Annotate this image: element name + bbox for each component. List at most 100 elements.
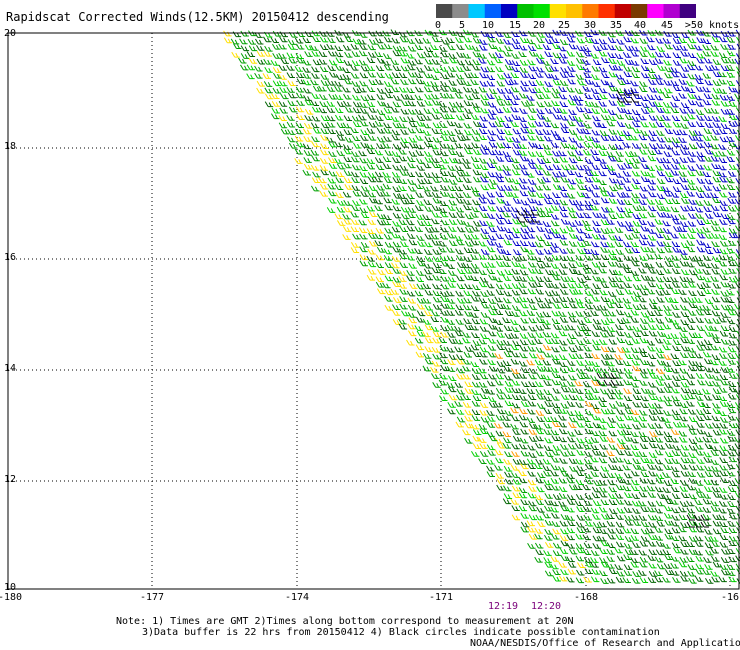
wind-barb <box>328 163 338 169</box>
wind-barb <box>294 135 304 142</box>
wind-barb <box>391 310 401 316</box>
wind-barb <box>711 576 720 583</box>
wind-barb <box>464 213 474 220</box>
wind-barb <box>335 36 345 43</box>
wind-barb <box>592 422 602 429</box>
wind-barb <box>543 422 552 429</box>
wind-barb <box>407 206 417 213</box>
wind-barb <box>440 365 450 372</box>
wind-barb <box>358 227 368 234</box>
wind-barb <box>616 121 626 127</box>
wind-barb <box>648 100 657 107</box>
wind-barb <box>463 267 473 274</box>
wind-barb <box>590 456 599 463</box>
wind-barb <box>455 192 464 198</box>
wind-barb <box>702 44 711 51</box>
wind-barb <box>398 234 407 241</box>
wind-barb <box>536 225 545 232</box>
wind-barb <box>414 72 423 78</box>
wind-barb <box>416 260 426 267</box>
wind-barb <box>591 81 601 87</box>
wind-barb <box>560 122 569 129</box>
wind-barb <box>518 254 528 261</box>
wind-barb <box>511 289 521 296</box>
wind-barb <box>590 170 599 176</box>
wind-barb <box>527 73 536 79</box>
wind-barb <box>488 158 498 164</box>
wind-barb <box>654 486 664 493</box>
wind-barb <box>598 506 608 513</box>
wind-barb <box>494 94 503 101</box>
wind-barb <box>535 311 545 318</box>
wind-barb <box>606 326 616 332</box>
wind-barb <box>639 556 649 563</box>
wind-barb <box>720 123 730 129</box>
wind-barb <box>584 254 593 261</box>
wind-barb <box>358 114 367 121</box>
wind-barb <box>640 108 650 114</box>
wind-barb <box>392 65 401 71</box>
wind-barb <box>536 353 545 360</box>
wind-barb <box>550 354 560 360</box>
wind-barb <box>702 568 711 575</box>
wind-barb <box>422 80 432 87</box>
wind-barb <box>438 163 447 170</box>
wind-barb <box>672 121 682 128</box>
wind-barb <box>606 542 616 549</box>
wind-barb <box>694 575 704 582</box>
wind-barb <box>328 141 337 148</box>
wind-barb <box>471 409 481 415</box>
wind-barb <box>502 169 512 176</box>
wind-barb <box>312 59 322 66</box>
wind-barb <box>505 136 514 143</box>
wind-barb <box>550 58 559 65</box>
wind-barb <box>472 339 481 346</box>
wind-barb <box>520 428 529 435</box>
wind-barb <box>376 136 386 143</box>
wind-barb <box>478 240 487 247</box>
wind-barb <box>326 115 336 122</box>
wind-barb <box>606 81 615 87</box>
wind-barb <box>728 86 737 93</box>
wind-barb <box>614 353 623 360</box>
wind-barb <box>608 254 617 261</box>
wind-barb <box>384 87 393 94</box>
wind-barb <box>654 507 663 514</box>
wind-barb <box>584 400 594 407</box>
wind-barb <box>415 191 424 198</box>
wind-barb <box>712 520 722 527</box>
wind-barb <box>608 197 618 204</box>
wind-barb <box>382 142 391 149</box>
wind-barb <box>551 310 560 317</box>
wind-barb <box>694 436 704 443</box>
wind-barb <box>719 470 728 477</box>
wind-barb <box>535 276 545 282</box>
wind-barb <box>377 269 386 275</box>
wind-barb <box>366 205 375 212</box>
wind-barb <box>567 436 576 443</box>
wind-barb <box>718 128 728 135</box>
wind-barb <box>494 422 503 429</box>
wind-barb <box>671 268 681 274</box>
wind-barb <box>535 499 544 505</box>
wind-barb <box>423 108 432 114</box>
wind-barb <box>598 66 608 73</box>
wind-barb <box>592 407 602 414</box>
wind-barb <box>598 170 607 177</box>
wind-barb <box>584 568 593 575</box>
wind-barb <box>686 556 695 562</box>
wind-barb <box>320 134 329 141</box>
wind-barb <box>416 235 425 241</box>
wind-barb <box>598 521 607 528</box>
wind-barb <box>487 351 497 358</box>
wind-barb <box>304 31 314 37</box>
wind-barb <box>624 58 633 65</box>
wind-barb <box>344 51 353 58</box>
wind-barb <box>400 198 409 205</box>
wind-barb <box>447 386 457 393</box>
colorbar-labels: 0 5 10 15 20 25 30 35 40 45 >50 knots <box>420 20 740 34</box>
wind-barb <box>583 149 592 156</box>
wind-barb <box>374 157 384 163</box>
wind-barb <box>560 470 569 477</box>
wind-barb <box>614 472 623 479</box>
